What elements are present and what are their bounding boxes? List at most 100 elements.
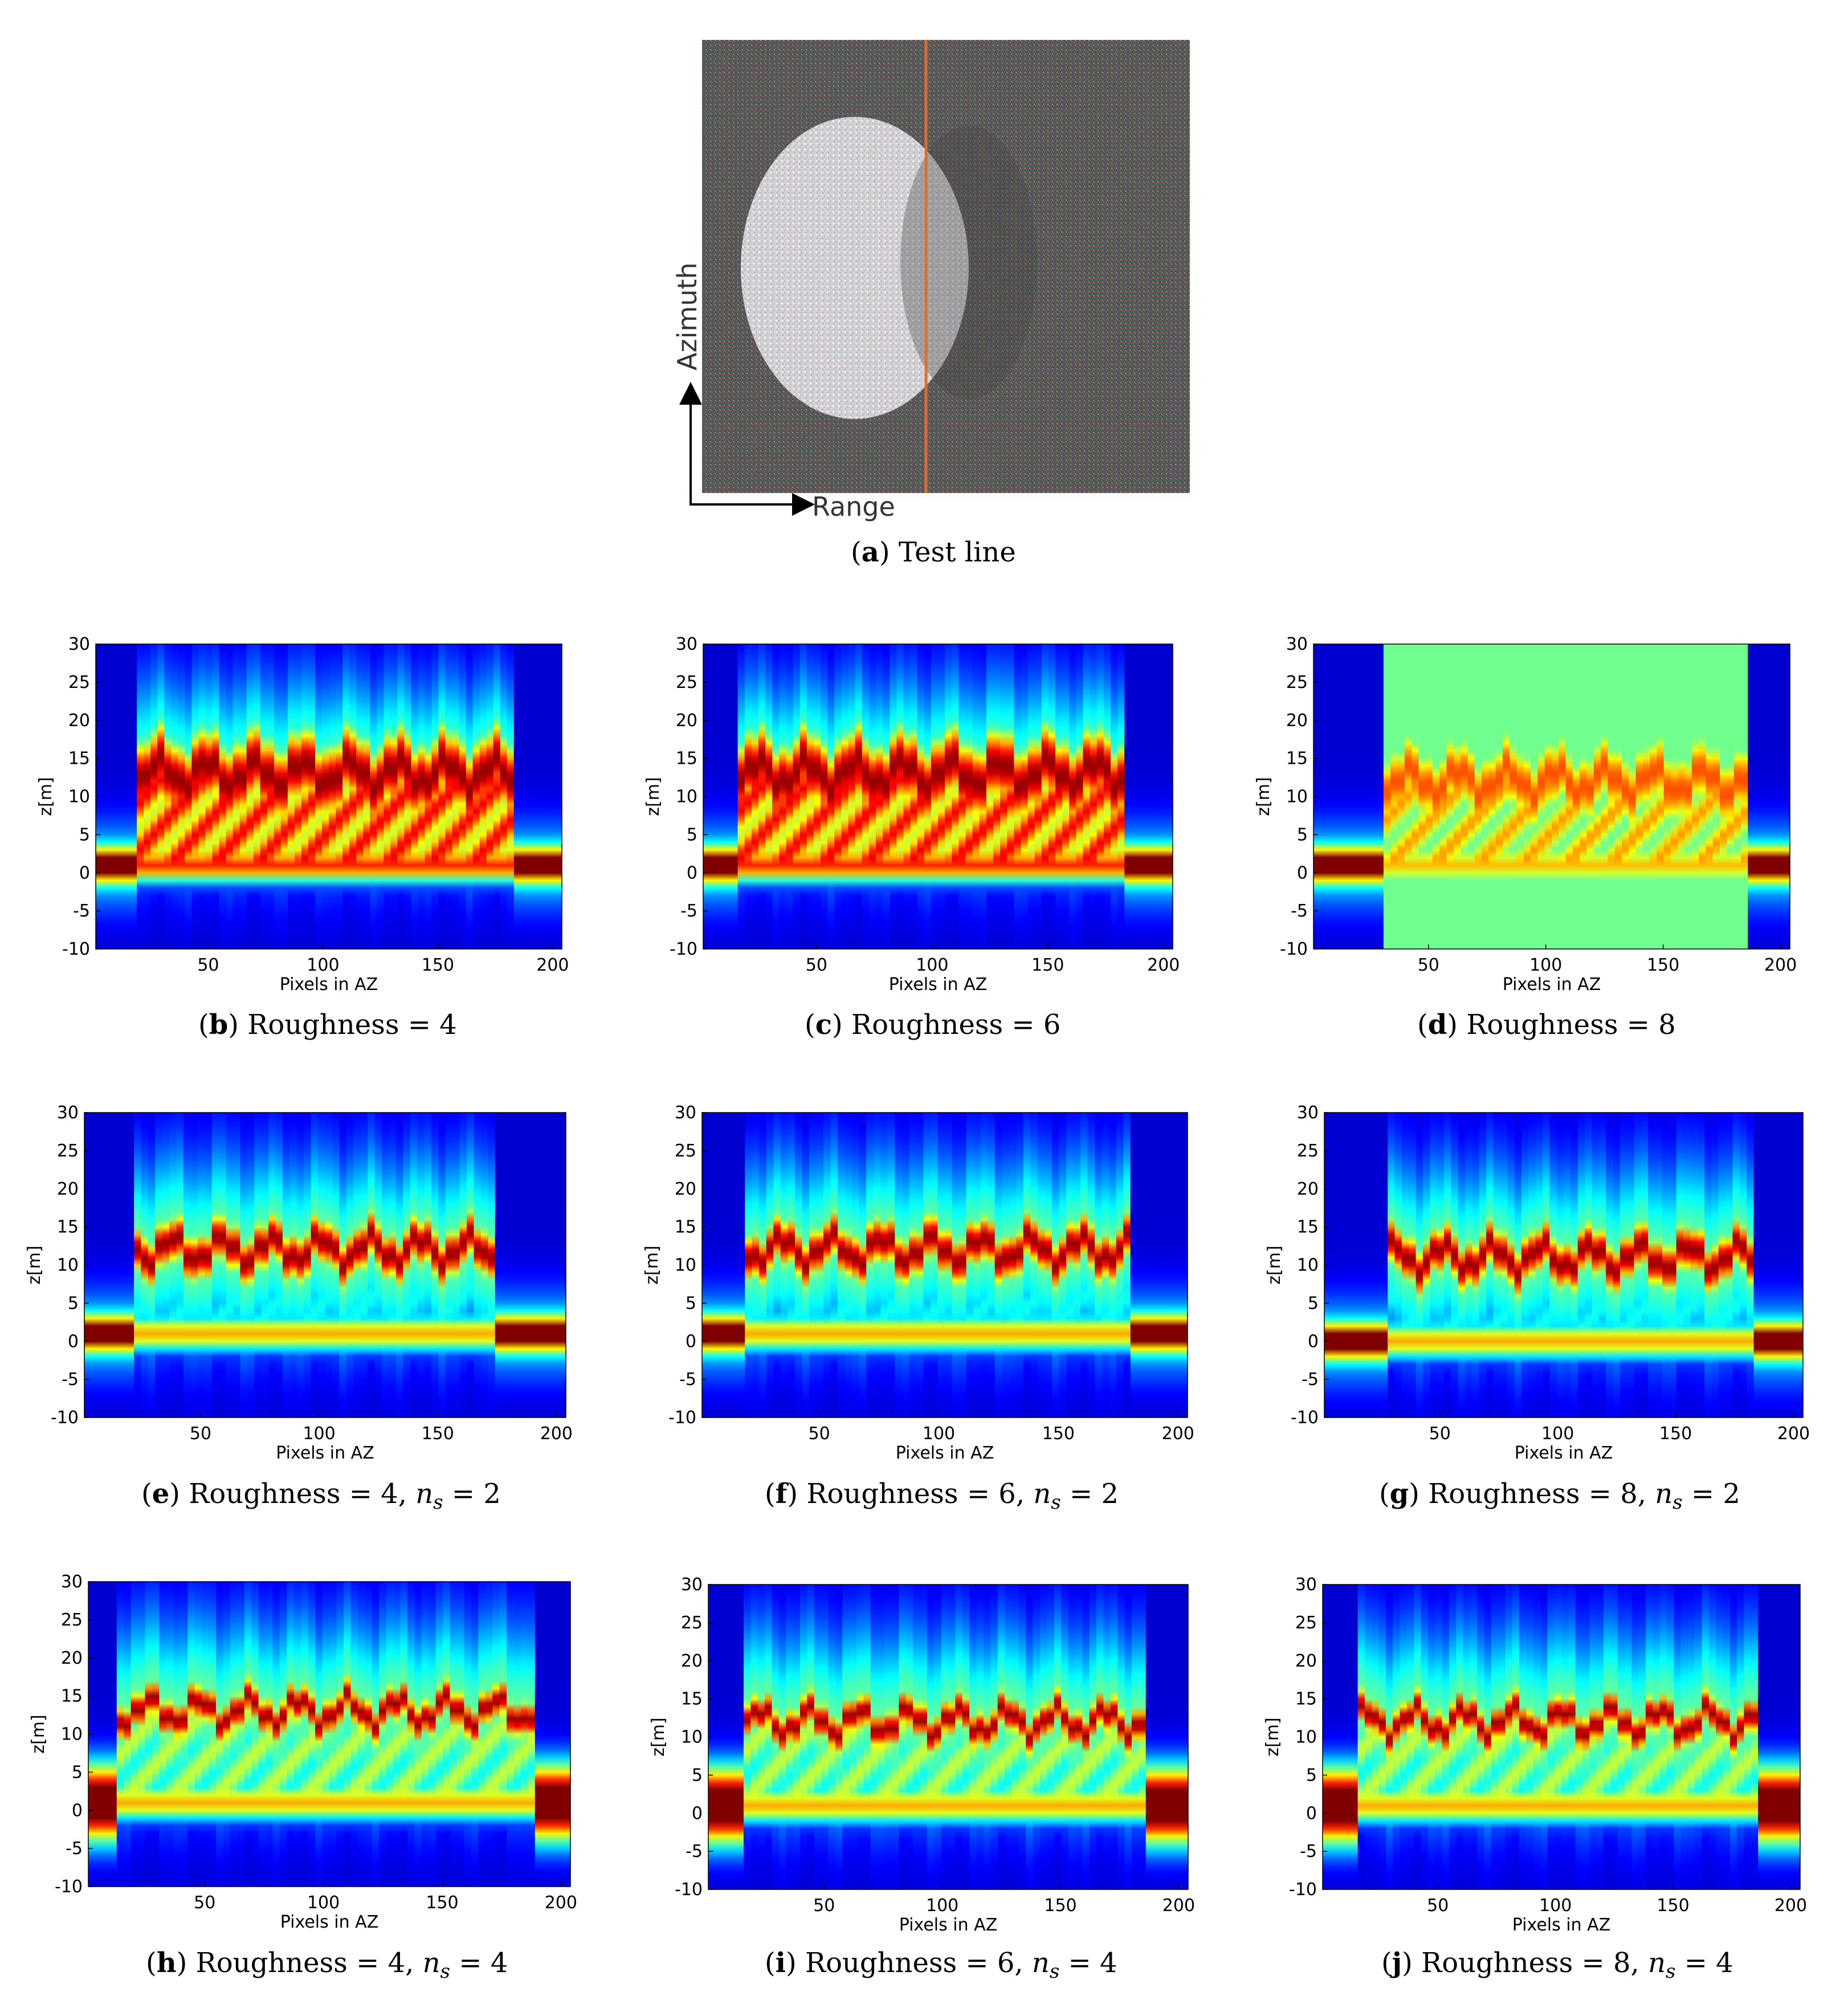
y-tick-label: 25 (68, 673, 90, 693)
y-tick-label: -10 (670, 939, 697, 959)
heatmap-column (1747, 1113, 1755, 1418)
heatmap-column (965, 644, 973, 949)
heatmap-column (1697, 1113, 1705, 1418)
heatmap-column (544, 1113, 552, 1418)
heatmap-column (1002, 1113, 1010, 1418)
heatmap-column (1577, 1113, 1585, 1418)
heatmap-column (1461, 644, 1468, 949)
heatmap-column (1739, 1113, 1747, 1418)
heatmap-column (282, 1113, 290, 1418)
heatmap-column (230, 1582, 238, 1887)
heatmap-column (541, 644, 549, 949)
heatmap-column (1526, 1585, 1534, 1889)
caption-letter: b (209, 1009, 229, 1041)
heatmap-column (1585, 1113, 1593, 1418)
heatmap-column (363, 644, 370, 949)
y-tick-label: 0 (72, 1801, 83, 1820)
heatmap-column (542, 1582, 550, 1887)
heatmap-column (1102, 1113, 1109, 1418)
heatmap-column (1007, 644, 1014, 949)
y-tick-label: 30 (61, 1572, 83, 1592)
heatmap-column (895, 1113, 903, 1418)
heatmap-column (1533, 1585, 1541, 1889)
heatmap-column (1393, 1585, 1401, 1889)
heatmap-column (1712, 644, 1720, 949)
heatmap-column (1596, 1585, 1604, 1889)
y-tick-label: 25 (675, 1141, 696, 1161)
heatmap-column (1635, 644, 1643, 949)
heatmap-column (1110, 1585, 1118, 1889)
heatmap-column (1045, 1113, 1052, 1418)
heatmap-column (1109, 1113, 1117, 1418)
heatmap-column (952, 1113, 960, 1418)
y-tick-label: 30 (681, 1575, 703, 1595)
heatmap-column (959, 1113, 967, 1418)
heatmap-column (1704, 1113, 1712, 1418)
y-tick-label: 15 (676, 749, 697, 769)
heatmap-column (1691, 644, 1699, 949)
heatmap-column (232, 1113, 240, 1418)
heatmap-column (937, 1113, 945, 1418)
heatmap-column (356, 644, 364, 949)
y-tick-label: 25 (1297, 1141, 1319, 1161)
caption-j: (j) Roughness = 8, ns = 4 (1381, 1947, 1733, 1983)
x-tick-label: 150 (426, 1893, 458, 1913)
heatmap-column (141, 1113, 149, 1418)
heatmap-column (1320, 644, 1328, 949)
y-tick-label: -5 (1291, 901, 1308, 921)
heatmap-column (1608, 644, 1616, 949)
x-tick-label: 200 (1764, 955, 1797, 975)
heatmap-column (1444, 1113, 1451, 1418)
heatmap-column (311, 1113, 319, 1418)
heatmap-column (1662, 1113, 1670, 1418)
y-tick-label: 10 (676, 787, 697, 807)
heatmap-column (821, 644, 828, 949)
heatmap-column (1687, 1585, 1695, 1889)
heatmap-column (1449, 1585, 1457, 1889)
heatmap-column (1463, 1585, 1471, 1889)
heatmap-column (1711, 1113, 1719, 1418)
heatmap-column (899, 1585, 907, 1889)
heatmap-column (260, 644, 268, 949)
heatmap-column (1158, 644, 1166, 949)
heatmap-column (91, 1113, 99, 1418)
heatmap-column (1774, 1113, 1782, 1418)
azimuth-label: Azimuth (672, 262, 703, 370)
heatmap-column (1027, 644, 1035, 949)
heatmap-column (715, 1585, 723, 1889)
y-tick-label: 5 (687, 825, 697, 845)
heatmap-column (1456, 1585, 1464, 1889)
heatmap-column (913, 1585, 921, 1889)
heatmap-column (1586, 644, 1594, 949)
heatmap-column (528, 1582, 536, 1887)
x-tick-label: 50 (1418, 955, 1439, 975)
x-tick-label: 200 (536, 955, 569, 975)
heatmap-column (1531, 644, 1539, 949)
heatmap-column (1718, 1113, 1726, 1418)
heatmap-column (1166, 1113, 1174, 1418)
heatmap-column (1659, 1585, 1667, 1889)
heatmap-column (1355, 644, 1363, 949)
heatmap-column (1582, 1585, 1590, 1889)
heatmap-column (315, 1582, 323, 1887)
heatmap-column (173, 1582, 181, 1887)
heatmap-column (1669, 1113, 1677, 1418)
x-tick-label: 100 (1529, 955, 1562, 975)
y-axis-label: z[m] (1263, 1717, 1283, 1756)
heatmap-column (1758, 1585, 1765, 1889)
heatmap-column (1054, 1585, 1062, 1889)
heatmap-column (499, 1582, 507, 1887)
heatmap-column (353, 1113, 361, 1418)
x-axis-label: Pixels in AZ (1515, 1443, 1613, 1463)
heatmap-column (164, 644, 172, 949)
heatmap-column (1334, 644, 1342, 949)
heatmap-column (445, 644, 453, 949)
heatmap-column (1026, 1585, 1034, 1889)
heatmap-column (1589, 1585, 1597, 1889)
heatmap-column (1619, 1113, 1627, 1418)
heatmap-column (799, 1585, 807, 1889)
caption-letter: e (152, 1478, 170, 1510)
heatmap-column (1427, 1585, 1435, 1889)
heatmap-column (500, 644, 508, 949)
